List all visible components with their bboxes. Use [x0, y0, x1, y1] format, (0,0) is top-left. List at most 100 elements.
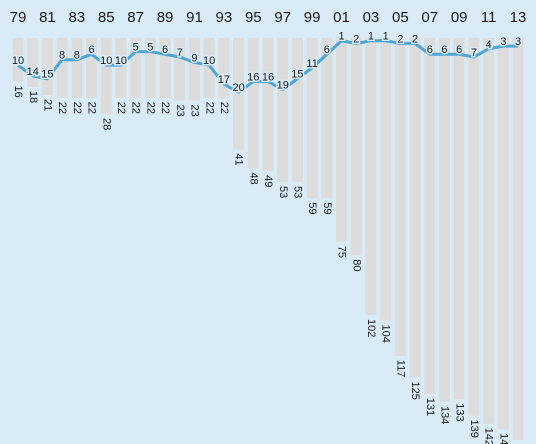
bar [262, 38, 274, 172]
bar-label: 125 [409, 382, 421, 400]
point-label: 16 [262, 71, 274, 83]
point-label: 6 [324, 44, 330, 56]
bar [247, 38, 259, 169]
point-label: 3 [515, 36, 521, 48]
point-label: 1 [368, 31, 374, 43]
point-label: 10 [12, 55, 24, 67]
point-label: 1 [338, 31, 344, 43]
bar-label: 18 [27, 91, 39, 103]
bar-label: 117 [394, 360, 406, 378]
bar [27, 38, 39, 87]
bar-label: 49 [262, 175, 274, 187]
point-label: 2 [353, 33, 359, 45]
bar-label: 22 [86, 102, 98, 114]
x-tick-label: 97 [274, 9, 291, 26]
point-label: 1 [383, 31, 389, 43]
bar [71, 38, 83, 98]
bar [394, 38, 406, 356]
bar [350, 38, 362, 256]
point-label: 2 [397, 33, 403, 45]
bar [100, 38, 112, 115]
x-tick-label: 09 [451, 9, 468, 26]
bar-label: 22 [130, 102, 142, 114]
point-label: 20 [232, 82, 244, 94]
point-label: 10 [115, 55, 127, 67]
point-label: 6 [88, 44, 94, 56]
bar-label: 102 [365, 319, 377, 337]
point-label: 11 [306, 58, 317, 70]
bar-label: 80 [350, 259, 362, 271]
bar [424, 38, 436, 394]
point-label: 4 [486, 39, 492, 51]
x-tick-label: 89 [157, 9, 174, 26]
bar [438, 38, 450, 402]
bar-label: 75 [336, 246, 348, 258]
bar [41, 38, 53, 96]
x-tick-label: 95 [245, 9, 262, 26]
bar [188, 38, 200, 101]
point-label: 3 [500, 36, 506, 48]
x-tick-label: 91 [186, 9, 203, 26]
x-tick-label: 85 [98, 9, 115, 26]
bar [174, 38, 186, 101]
bar [380, 38, 392, 321]
bar-label: 131 [424, 398, 436, 416]
point-label: 6 [456, 44, 462, 56]
bar-label: 104 [380, 324, 392, 342]
bar [468, 38, 480, 416]
x-tick-label: 01 [333, 9, 350, 26]
point-label: 14 [27, 66, 39, 78]
point-label: 2 [412, 33, 418, 45]
point-label: 5 [147, 41, 153, 53]
point-label: 10 [203, 55, 215, 67]
bar [483, 38, 495, 424]
x-tick-label: 83 [68, 9, 85, 26]
x-tick-label: 79 [10, 9, 27, 26]
bar-label: 48 [247, 172, 259, 184]
bar [336, 38, 348, 242]
point-label: 15 [291, 69, 303, 81]
bar [115, 38, 127, 98]
bar-label: 22 [218, 102, 230, 114]
x-tick-label: 03 [363, 9, 380, 26]
bar [497, 38, 509, 430]
point-label: 15 [41, 69, 53, 81]
bar [144, 38, 156, 98]
point-label: 6 [441, 44, 447, 56]
bar-label: 53 [277, 186, 289, 198]
line [17, 39, 518, 94]
point-label: 10 [100, 55, 112, 67]
bar-label: 22 [159, 102, 171, 114]
bar [277, 38, 289, 182]
bar-label: 139 [468, 420, 480, 438]
bar [409, 38, 421, 378]
point-label: 5 [133, 41, 139, 53]
x-tick-label: 93 [216, 9, 233, 26]
bar-label: 22 [56, 102, 68, 114]
bar [453, 38, 465, 400]
bar [512, 38, 524, 440]
bar-label: 23 [174, 104, 186, 116]
bar [130, 38, 142, 98]
bar [218, 38, 230, 98]
bar-label: 21 [42, 99, 54, 111]
bar-label: 22 [203, 102, 215, 114]
x-tick-label: 11 [481, 9, 497, 26]
point-label: 8 [59, 50, 65, 62]
x-tick-label: 05 [392, 9, 409, 26]
bar-label: 53 [292, 186, 304, 198]
bar [86, 38, 98, 98]
bar [291, 38, 303, 182]
x-tick-label: 07 [421, 9, 438, 26]
bar-label: 142 [483, 428, 495, 444]
x-tick-label: 87 [127, 9, 144, 26]
point-label: 7 [471, 47, 477, 59]
bar [306, 38, 318, 199]
bar-label: 22 [115, 102, 127, 114]
point-label: 16 [247, 71, 259, 83]
point-label: 9 [191, 52, 197, 64]
point-label: 8 [74, 50, 80, 62]
bar-label: 22 [144, 102, 156, 114]
point-label: 17 [218, 74, 230, 86]
